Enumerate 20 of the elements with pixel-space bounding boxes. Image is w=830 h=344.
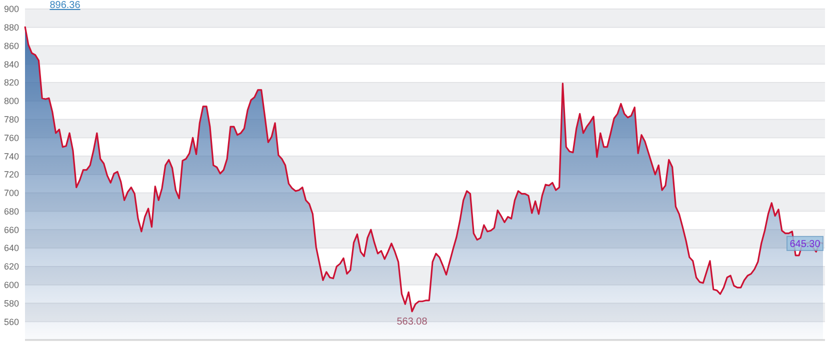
y-tick-label: 640 <box>4 243 19 254</box>
y-tick-label: 620 <box>4 262 19 272</box>
y-tick-label: 740 <box>4 151 19 162</box>
y-tick-label: 900 <box>4 4 19 14</box>
y-tick-label: 600 <box>4 280 19 290</box>
y-tick-label: 800 <box>4 96 19 106</box>
y-tick-label: 860 <box>4 40 19 51</box>
y-tick-label: 760 <box>4 132 19 143</box>
y-tick-label: 560 <box>4 316 19 327</box>
y-tick-label: 820 <box>4 78 19 88</box>
y-tick-label: 840 <box>4 59 19 70</box>
y-tick-label: 700 <box>4 188 19 198</box>
y-tick-label: 880 <box>4 22 19 33</box>
y-tick-label: 580 <box>4 298 19 308</box>
y-tick-label: 660 <box>4 224 19 235</box>
y-tick-label: 720 <box>4 170 19 180</box>
y-tick-label: 680 <box>4 206 19 216</box>
annotation: 896.36 <box>50 0 81 11</box>
y-tick-label: 780 <box>4 114 19 124</box>
annotation: 563.08 <box>396 316 428 328</box>
